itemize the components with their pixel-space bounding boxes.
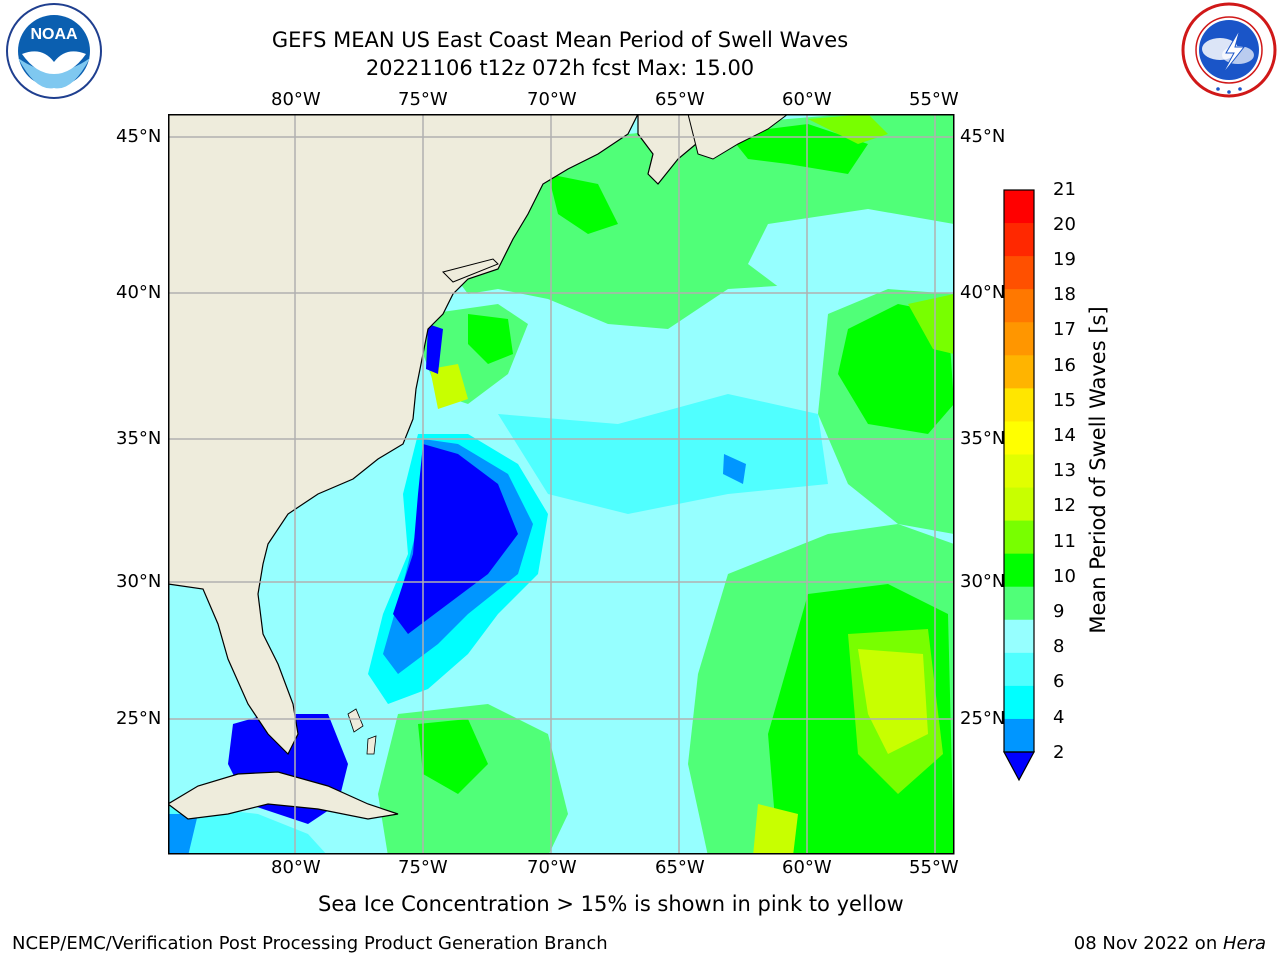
colorbar-cell [1004,520,1034,555]
lon-label-top: 80°W [271,89,321,110]
footer-credit: NCEP/EMC/Verification Post Processing Pr… [12,933,608,954]
lon-label-top: 60°W [782,89,832,110]
colorbar-cell [1004,586,1034,621]
lat-label-right: 45°N [960,126,1006,147]
lat-label-right: 30°N [960,571,1006,592]
colorbar-cell [1004,256,1034,290]
colorbar-cell [1004,322,1034,356]
colorbar-tick-label: 11 [1053,531,1076,552]
lat-label-right: 40°N [960,282,1006,303]
colorbar-tick-label: 17 [1053,319,1076,340]
colorbar-tick-label: 9 [1053,601,1065,622]
lat-label-left: 35°N [116,428,162,449]
chart-subtitle: 20221106 t12z 072h fcst Max: 15.00 [365,56,755,80]
lon-label-top: 65°W [655,89,705,110]
lat-label-left: 25°N [116,708,162,729]
lon-label-bottom: 70°W [527,857,577,878]
lat-label-left: 40°N [116,282,162,303]
colorbar-title: Mean Period of Swell Waves [s] [1086,306,1110,634]
noaa-logo-icon: NOAA [6,3,102,99]
footer-date: 08 Nov 2022 on Hera [1074,933,1266,954]
colorbar-tick-label: 14 [1053,425,1076,446]
colorbar-tick-label: 18 [1053,284,1076,305]
colorbar-cell [1004,289,1034,323]
footer-host: Hera [1222,933,1266,954]
colorbar-cell [1004,553,1034,588]
colorbar-cell [1004,454,1034,489]
lon-label-bottom: 65°W [655,857,705,878]
lon-label-top: 75°W [398,89,448,110]
lon-label-top: 55°W [909,89,959,110]
lat-label-left: 30°N [116,571,162,592]
swell-period-map [168,114,955,855]
colorbar-tick-label: 10 [1053,566,1076,587]
lon-label-top: 70°W [527,89,577,110]
colorbar-tick-label: 8 [1053,636,1065,657]
lat-label-left: 45°N [116,126,162,147]
colorbar-tick-label: 4 [1053,707,1065,728]
lat-label-right: 35°N [960,428,1006,449]
lon-label-bottom: 75°W [398,857,448,878]
colorbar-cell [1004,190,1034,224]
sea-ice-note: Sea Ice Concentration > 15% is shown in … [318,892,904,916]
colorbar-tick-label: 12 [1053,495,1076,516]
footer-date-text: 08 Nov 2022 on [1073,933,1223,954]
colorbar-cell [1004,487,1034,522]
lat-label-right: 25°N [960,708,1006,729]
colorbar-tick-label: 20 [1053,214,1076,235]
national-weather-service-logo-icon [1181,2,1277,98]
chart-title: GEFS MEAN US East Coast Mean Period of S… [271,28,849,52]
colorbar-cell [1004,355,1034,389]
colorbar-cell [1004,718,1034,753]
colorbar-cell [1004,652,1034,687]
noaa-logo-text: NOAA [30,26,78,43]
colorbar-tick-label: 21 [1053,179,1076,200]
colorbar-tick-label: 2 [1053,742,1065,763]
land [168,114,789,820]
colorbar-cell [1004,685,1034,720]
lon-label-bottom: 55°W [909,857,959,878]
colorbar-extend-arrow [1002,751,1036,782]
colorbar-tick-label: 15 [1053,390,1076,411]
graticule [168,114,954,854]
lon-label-bottom: 80°W [271,857,321,878]
colorbar-cell [1004,388,1034,422]
colorbar-cell [1004,619,1034,654]
colorbar [1002,189,1036,782]
colorbar-cell [1004,223,1034,257]
colorbar-tick-label: 19 [1053,249,1076,270]
colorbar-tick-label: 6 [1053,671,1065,692]
colorbar-tick-label: 16 [1053,355,1076,376]
lon-label-bottom: 60°W [782,857,832,878]
colorbar-cell [1004,421,1034,455]
colorbar-tick-label: 13 [1053,460,1076,481]
